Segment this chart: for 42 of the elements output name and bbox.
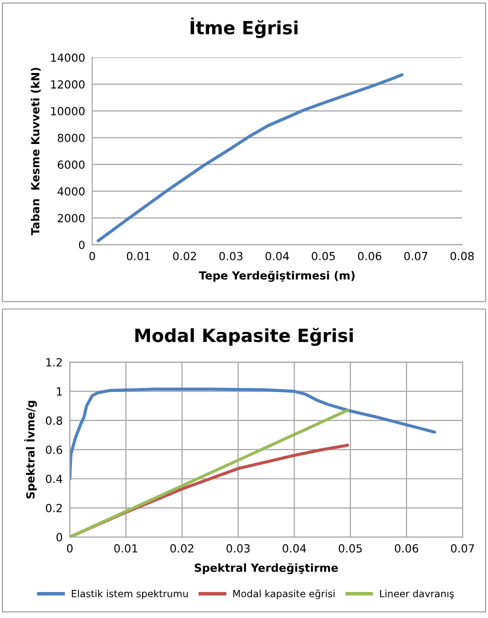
- x-tick-label: 0.02: [173, 252, 196, 260]
- x-tick-label: 0.03: [226, 544, 250, 553]
- line-series: [70, 388, 436, 480]
- x-tick-label: 0.06: [394, 544, 418, 553]
- y-tick-label: 2000: [58, 214, 85, 222]
- x-tick-label: 0: [89, 252, 96, 260]
- legend-label: Elastik istem spektrumu: [72, 590, 188, 600]
- legend-label: Modal kapasite eğrisi: [233, 590, 335, 600]
- x-tick-label: 0.07: [404, 252, 428, 260]
- chart-title: İtme Eğrisi: [190, 18, 298, 38]
- y-axis-title: Taban Kesme Kuvveti (kN): [30, 68, 41, 236]
- y-tick-label: 1.2: [46, 358, 62, 366]
- x-axis-title: Spektral Yerdeğiştirme: [194, 563, 338, 574]
- x-tick-label: 0.08: [450, 252, 474, 260]
- x-tick-label: 0.05: [338, 544, 362, 553]
- y-tick-label: 12000: [51, 80, 85, 89]
- y-tick-label: 0.8: [46, 416, 62, 425]
- y-axis-title: Spektral İvme/g: [24, 400, 37, 498]
- x-tick-label: 0.06: [358, 252, 382, 260]
- y-tick-label: 0: [78, 240, 85, 250]
- y-tick-label: 14000: [51, 53, 85, 62]
- x-tick-label: 0.02: [170, 544, 194, 553]
- x-tick-label: 0.05: [312, 252, 335, 260]
- y-tick-label: 0.4: [46, 474, 62, 484]
- x-tick-label: 0.04: [266, 252, 289, 260]
- x-tick-label: 0.01: [126, 252, 150, 260]
- x-tick-label: 0.04: [282, 544, 306, 553]
- y-tick-label: 0: [56, 533, 62, 542]
- chart-title: Modal Kapasite Eğrisi: [135, 328, 353, 346]
- x-tick-label: 0.01: [114, 544, 138, 553]
- y-tick-label: 8000: [58, 134, 85, 142]
- y-tick-label: 10000: [51, 106, 85, 116]
- legend-label: Lineer davranış: [380, 590, 454, 600]
- y-tick-label: 6000: [58, 160, 85, 169]
- y-tick-label: 4000: [58, 187, 85, 196]
- x-tick-label: 0.03: [219, 252, 242, 260]
- x-axis-title: Tepe Yerdeğiştirmesi (m): [198, 270, 355, 282]
- line-series: [96, 73, 404, 242]
- y-tick-label: 0.6: [46, 446, 62, 454]
- y-tick-label: 0.2: [46, 504, 62, 512]
- y-tick-label: 1: [56, 387, 62, 396]
- x-tick-label: 0.07: [450, 544, 474, 553]
